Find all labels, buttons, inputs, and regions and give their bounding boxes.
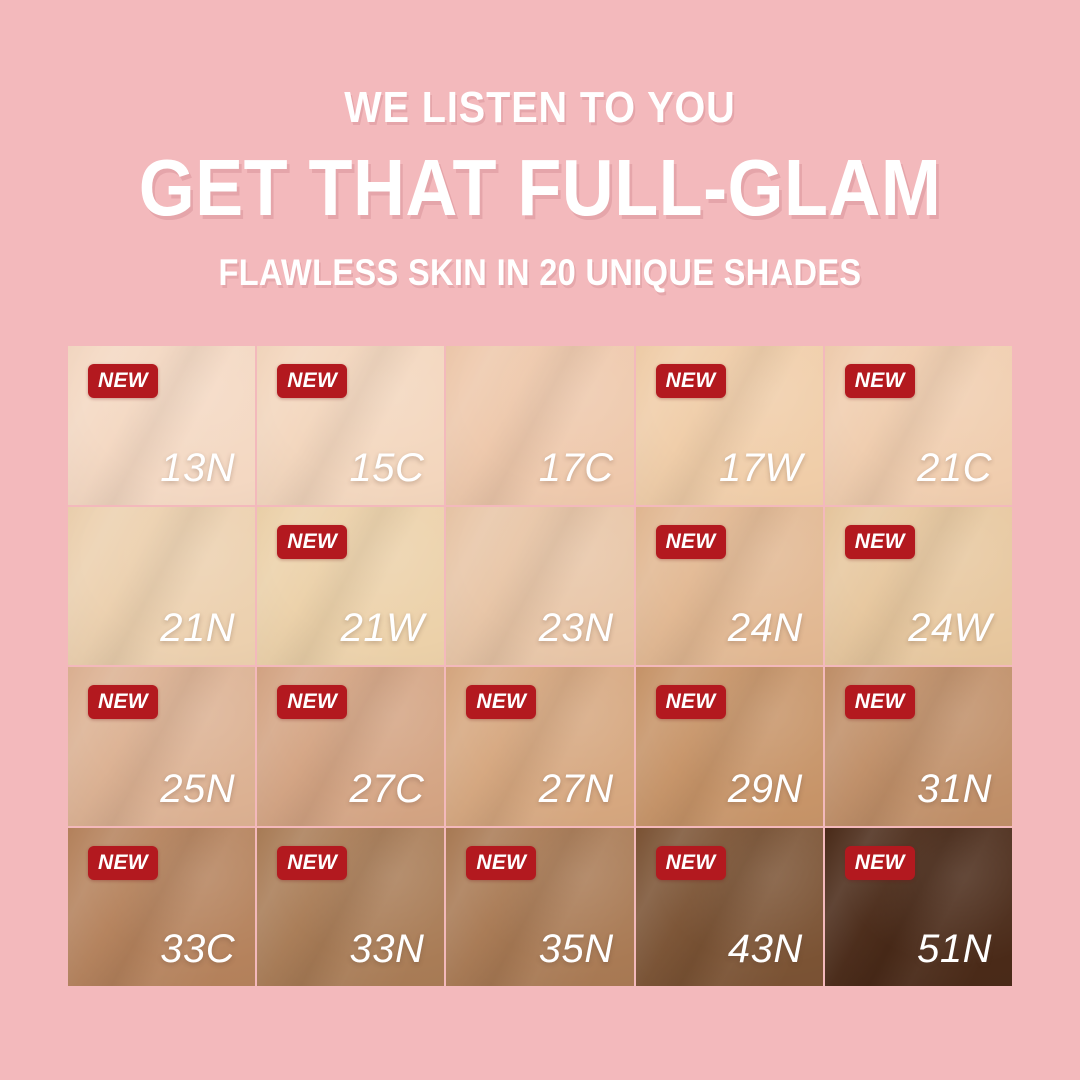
- new-badge: NEW: [655, 845, 726, 880]
- shade-swatch[interactable]: NEW 33C: [68, 827, 256, 986]
- new-badge: NEW: [277, 364, 348, 398]
- new-badge: NEW: [655, 364, 726, 398]
- shade-swatch[interactable]: NEW 33N: [257, 827, 445, 986]
- subheadline-text: FLAWLESS SKIN IN 20 UNIQUE SHADES: [218, 252, 862, 293]
- shade-code-label: 31N: [917, 766, 992, 811]
- shade-swatch[interactable]: NEW 17W: [635, 346, 823, 505]
- shade-swatch[interactable]: NEW 13N: [68, 346, 256, 505]
- shade-swatch[interactable]: NEW 51N: [824, 827, 1012, 986]
- new-badge: NEW: [844, 845, 915, 880]
- shade-code-label: 43N: [727, 927, 803, 971]
- header: WE LISTEN TO YOU GET THAT FULL-GLAM FLAW…: [0, 0, 1080, 293]
- shade-code-label: 23N: [538, 606, 614, 650]
- new-badge: NEW: [277, 845, 348, 880]
- shade-code-label: 25N: [160, 766, 236, 811]
- shade-swatch[interactable]: NEW 24N: [635, 506, 823, 665]
- eyebrow-text: WE LISTEN TO YOU: [344, 83, 736, 132]
- new-badge: NEW: [277, 685, 348, 719]
- new-badge: NEW: [844, 524, 915, 559]
- shade-code-label: 33C: [160, 927, 236, 971]
- shade-swatch-grid: NEW13NNEW15CNEW17CNEW17WNEW21CNEW21NNEW2…: [68, 346, 1012, 986]
- new-badge: NEW: [466, 685, 537, 719]
- shade-swatch[interactable]: NEW 27N: [446, 667, 634, 826]
- shade-swatch[interactable]: NEW 24W: [824, 506, 1012, 665]
- shade-code-label: 24N: [727, 606, 803, 650]
- new-badge: NEW: [277, 524, 348, 559]
- shade-swatch[interactable]: NEW 43N: [635, 827, 823, 986]
- shade-swatch[interactable]: NEW 21C: [824, 346, 1012, 505]
- shade-swatch[interactable]: NEW21N: [68, 506, 256, 665]
- shade-code-label: 29N: [727, 766, 803, 811]
- new-badge: NEW: [88, 845, 158, 880]
- new-badge: NEW: [466, 845, 537, 880]
- new-badge: NEW: [88, 685, 158, 719]
- shade-swatch[interactable]: NEW 35N: [446, 827, 634, 986]
- shade-code-label: 13N: [160, 445, 236, 490]
- new-badge: NEW: [844, 685, 915, 719]
- shade-code-label: 21W: [340, 606, 425, 650]
- shade-swatch[interactable]: NEW 25N: [68, 667, 256, 826]
- new-badge: NEW: [88, 364, 158, 398]
- shade-swatch[interactable]: NEW 31N: [824, 667, 1012, 826]
- new-badge: NEW: [844, 364, 915, 398]
- shade-code-label: 21C: [917, 445, 992, 490]
- shade-code-label: 27N: [538, 766, 614, 811]
- shade-code-label: 17C: [538, 445, 614, 490]
- shade-code-label: 33N: [349, 927, 425, 971]
- page-title: GET THAT FULL-GLAM: [138, 143, 942, 232]
- shade-swatch[interactable]: NEW 21W: [257, 506, 445, 665]
- new-badge: NEW: [655, 524, 726, 559]
- new-badge: NEW: [655, 685, 726, 719]
- shade-code-label: 17W: [719, 445, 803, 490]
- shade-code-label: 21N: [160, 606, 236, 650]
- shade-code-label: 15C: [349, 445, 425, 490]
- shade-swatch[interactable]: NEW 15C: [257, 346, 445, 505]
- shade-swatch[interactable]: NEW 27C: [257, 667, 445, 826]
- shade-code-label: 35N: [538, 927, 614, 971]
- shade-swatch[interactable]: NEW17C: [446, 346, 634, 505]
- shade-code-label: 51N: [917, 927, 992, 971]
- shade-swatch[interactable]: NEW 29N: [635, 667, 823, 826]
- shade-code-label: 24W: [908, 606, 992, 650]
- shade-code-label: 27C: [349, 766, 425, 811]
- shade-swatch[interactable]: NEW23N: [446, 506, 634, 665]
